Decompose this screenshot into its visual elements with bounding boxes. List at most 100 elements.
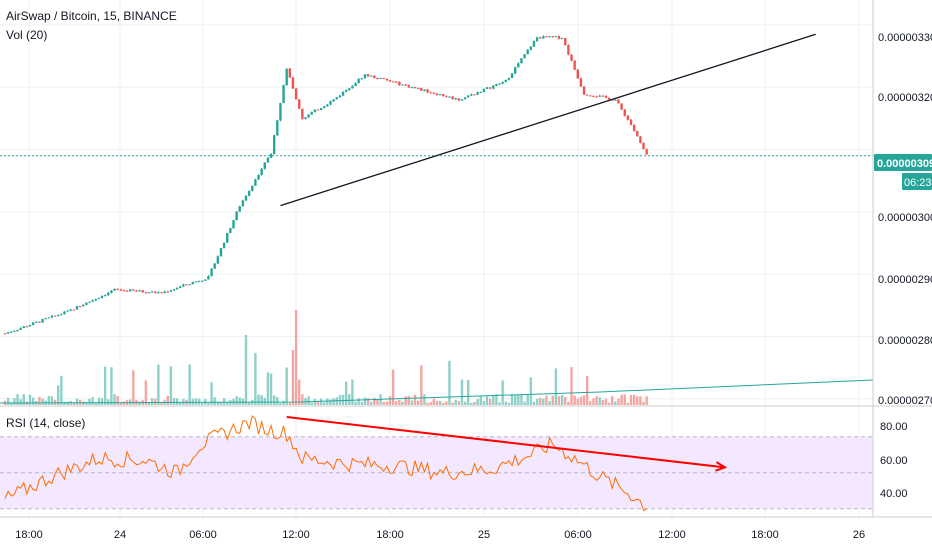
volume-bar [47, 396, 51, 405]
volume-bar [611, 396, 614, 405]
symbol-legend[interactable]: AirSwap / Bitcoin, 15, BINANCE [6, 9, 177, 23]
candle-body [222, 242, 226, 249]
volume-bar [438, 400, 442, 405]
volume-bar [222, 398, 226, 405]
volume-bar [200, 402, 204, 405]
time-tick: 12:00 [658, 529, 686, 541]
candle-body [348, 88, 351, 91]
rsi-arrow-head [715, 461, 728, 472]
candle-body [344, 90, 348, 92]
candle-body [310, 112, 313, 115]
volume-bar [91, 397, 94, 405]
volume-bar [573, 395, 576, 405]
candle-body [398, 81, 401, 86]
volume-bar [341, 394, 345, 405]
candle-body [548, 36, 551, 38]
volume-bar [567, 401, 570, 405]
volume-bar [85, 402, 88, 405]
candle-body [38, 321, 41, 323]
volume-bar [420, 365, 423, 405]
candle-body [254, 179, 257, 186]
volume-bar [520, 394, 523, 405]
candle-body [413, 87, 417, 89]
current-price-label: 0.00000309 [877, 158, 932, 170]
volume-bar [210, 382, 213, 405]
volume-bar [501, 380, 504, 405]
volume-bar [423, 394, 426, 405]
candle-body [473, 94, 476, 96]
volume-bar [226, 402, 229, 405]
candle-body [119, 289, 123, 291]
candle-body [598, 95, 601, 97]
candle-body [226, 233, 229, 243]
candle-body [154, 291, 157, 293]
candle-body [382, 77, 385, 79]
volume-bar [172, 397, 176, 405]
candle-body [91, 300, 94, 302]
volume-bar [607, 402, 611, 405]
time-tick: 12:00 [282, 529, 310, 541]
time-axis[interactable]: 18:00 24 06:00 12:00 18:00 25 06:00 12:0… [15, 529, 865, 541]
candle-body [313, 109, 317, 113]
candle-body [304, 117, 307, 119]
candle-body [232, 220, 235, 229]
volume-bar [188, 364, 191, 405]
volume-bar [429, 402, 432, 405]
candle-body [645, 149, 648, 155]
candle-body [266, 157, 270, 163]
bar-countdown: 06:23 [904, 177, 932, 189]
volume-bar [626, 402, 630, 405]
candle-body [463, 97, 467, 100]
candle-body [113, 288, 116, 291]
candle-body [642, 142, 645, 150]
volume-bar [564, 397, 567, 405]
trendline [280, 33, 816, 207]
candle-body [53, 315, 57, 317]
candle-body [510, 73, 514, 79]
volume-bar [470, 402, 473, 405]
candle-body [35, 321, 38, 323]
rsi-axis[interactable]: 80.00 60.00 40.00 [880, 421, 908, 500]
candle-body [210, 268, 213, 276]
candle-body [179, 286, 182, 288]
candle-body [354, 83, 357, 86]
volume-bar [642, 401, 645, 405]
candle-body [135, 290, 138, 292]
rsi-tick: 60.00 [880, 455, 908, 467]
candle-body [44, 318, 47, 320]
candle-body [85, 302, 88, 305]
volume-bar [448, 360, 451, 405]
volume-bar [557, 396, 561, 405]
candle-body [454, 98, 457, 100]
rsi-legend[interactable]: RSI (14, close) [6, 416, 85, 430]
candle-body [529, 46, 533, 50]
volume-legend[interactable]: Vol (20) [6, 28, 47, 42]
volume-bar [160, 401, 163, 405]
candle-body [532, 41, 536, 47]
candle-body [107, 292, 110, 296]
candle-body [301, 108, 304, 119]
volume-bar [351, 379, 354, 405]
candle-body [451, 96, 454, 100]
volume-bar [157, 364, 160, 405]
volume-bar [326, 398, 329, 405]
volume-bar [138, 401, 141, 405]
candle-body [191, 282, 194, 285]
volume-bar [282, 400, 285, 405]
candle-body [542, 36, 545, 39]
candle-body [185, 284, 188, 286]
candle-body [416, 87, 420, 89]
candle-body [28, 325, 32, 327]
volume-bar [272, 395, 276, 405]
volume-bar [623, 394, 626, 405]
candle-body [138, 290, 141, 292]
candle-body [370, 75, 373, 77]
price-axis[interactable]: 0.00000330 0.00000320 0.00000300 0.00000… [878, 32, 932, 407]
volume-bar [614, 401, 617, 405]
candle-body [570, 54, 573, 61]
candle-body [636, 130, 639, 137]
candle-body [82, 304, 85, 307]
candle-body [291, 77, 295, 89]
volume-bar [213, 397, 216, 405]
